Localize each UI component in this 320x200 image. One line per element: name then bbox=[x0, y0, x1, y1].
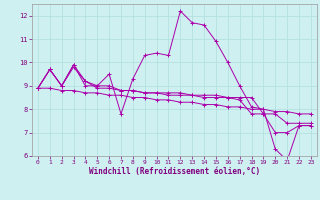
X-axis label: Windchill (Refroidissement éolien,°C): Windchill (Refroidissement éolien,°C) bbox=[89, 167, 260, 176]
